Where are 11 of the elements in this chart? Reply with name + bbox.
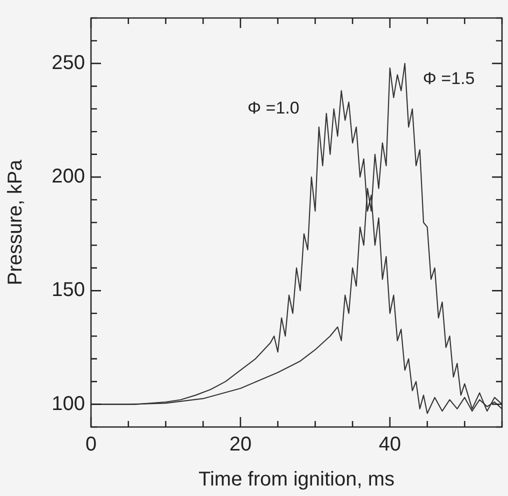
x-tick-label: 0: [85, 434, 97, 456]
y-tick-label: 200: [52, 166, 85, 188]
y-axis-title: Pressure, kPa: [4, 158, 27, 286]
x-tick-label: 20: [229, 434, 252, 456]
x-axis-title: Time from ignition, ms: [198, 468, 394, 491]
y-tick-label: 250: [52, 52, 85, 74]
y-tick-label: 100: [52, 392, 85, 415]
series-label: Φ =1.5: [422, 69, 475, 88]
x-tick-label: 40: [378, 434, 402, 456]
series-label: Φ =1.0: [247, 98, 300, 118]
y-tick-label: 150: [52, 279, 85, 302]
